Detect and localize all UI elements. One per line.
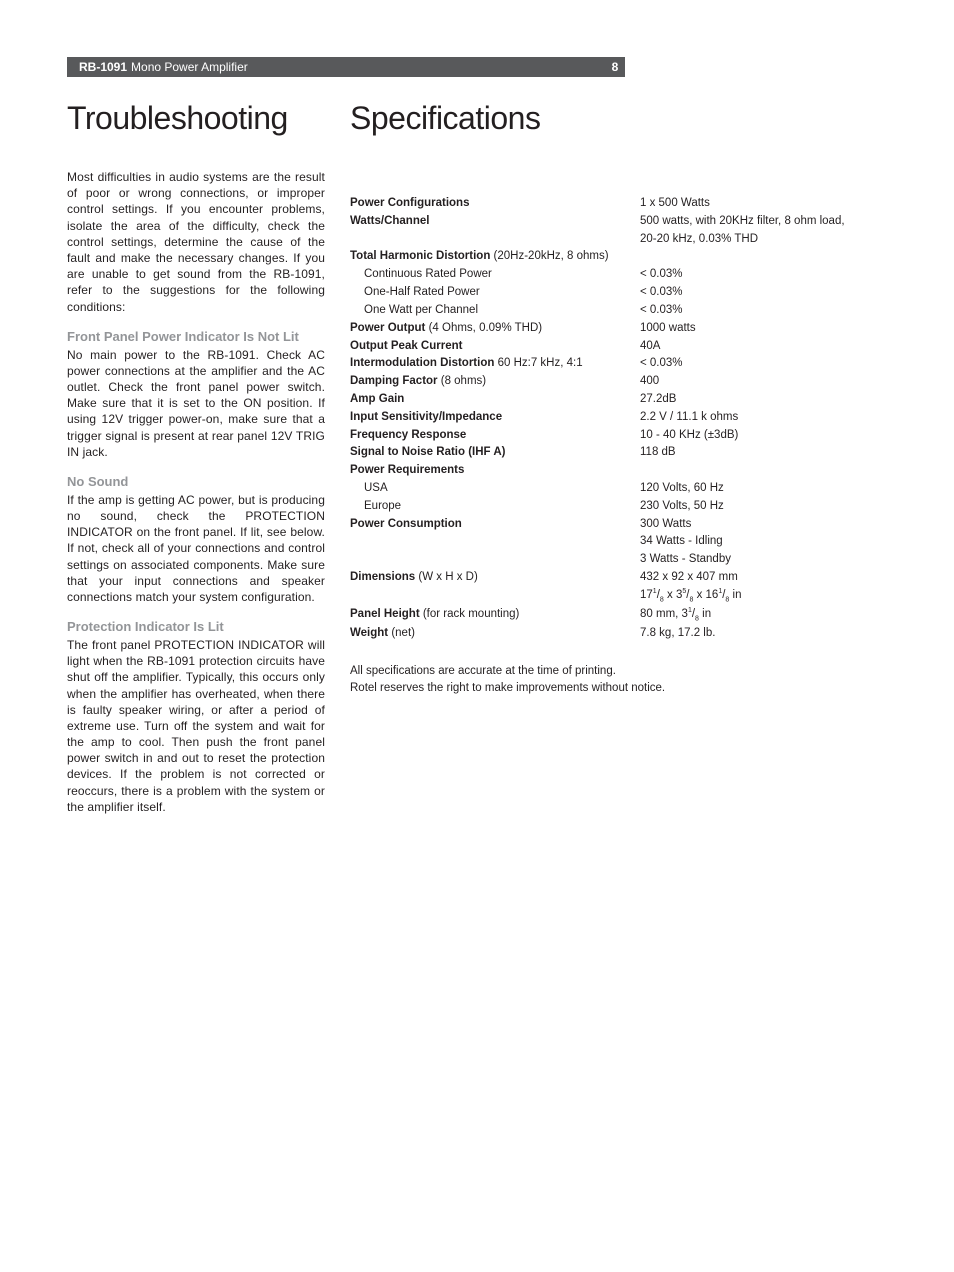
- header-model: RB-1091: [79, 60, 127, 74]
- troubleshooting-intro: Most difficulties in audio systems are t…: [67, 169, 325, 315]
- spec-label: [350, 533, 640, 551]
- column-right: Specifications Power Configurations1 x 5…: [350, 100, 885, 697]
- spec-row: Damping Factor (8 ohms)400: [350, 373, 885, 391]
- spec-row: 3 Watts - Standby: [350, 551, 885, 569]
- spec-note-line: Rotel reserves the right to make improve…: [350, 680, 885, 697]
- spec-value: < 0.03%: [640, 355, 885, 373]
- spec-row: Panel Height (for rack mounting)80 mm, 3…: [350, 606, 885, 625]
- spec-label: Signal to Noise Ratio (IHF A): [350, 444, 640, 462]
- spec-row: Power Configurations1 x 500 Watts: [350, 195, 885, 213]
- spec-row: One-Half Rated Power< 0.03%: [350, 284, 885, 302]
- spec-value: 3 Watts - Standby: [640, 551, 885, 569]
- spec-row: Power Output (4 Ohms, 0.09% THD)1000 wat…: [350, 320, 885, 338]
- ts-body: The front panel PROTECTION INDICATOR wil…: [67, 637, 325, 815]
- spec-label: Power Requirements: [350, 462, 640, 480]
- spec-value: 118 dB: [640, 444, 885, 462]
- spec-row: Frequency Response10 - 40 KHz (±3dB): [350, 427, 885, 445]
- spec-value: 34 Watts - Idling: [640, 533, 885, 551]
- spec-notes: All specifications are accurate at the t…: [350, 663, 885, 698]
- header-bar: RB-1091 Mono Power Amplifier: [67, 57, 620, 77]
- spec-row: Dimensions (W x H x D)432 x 92 x 407 mm: [350, 569, 885, 587]
- spec-label: USA: [350, 480, 640, 498]
- spec-value: 171/8 x 35/8 x 161/8 in: [640, 587, 885, 606]
- page-number: 8: [605, 57, 625, 77]
- spec-row: Intermodulation Distortion 60 Hz:7 kHz, …: [350, 355, 885, 373]
- spec-value: [640, 462, 885, 480]
- spec-value: < 0.03%: [640, 266, 885, 284]
- spec-row: 20-20 kHz, 0.03% THD: [350, 231, 885, 249]
- header-desc: Mono Power Amplifier: [131, 60, 248, 74]
- spec-value: 1000 watts: [640, 320, 885, 338]
- ts-heading: Protection Indicator Is Lit: [67, 619, 325, 636]
- spec-value: 20-20 kHz, 0.03% THD: [640, 231, 885, 249]
- spec-row: Output Peak Current40A: [350, 338, 885, 356]
- spec-row: Power Requirements: [350, 462, 885, 480]
- spec-value: 230 Volts, 50 Hz: [640, 498, 885, 516]
- spec-row: Weight (net)7.8 kg, 17.2 lb.: [350, 625, 885, 643]
- spec-value: < 0.03%: [640, 302, 885, 320]
- spec-row: 171/8 x 35/8 x 161/8 in: [350, 587, 885, 606]
- spec-label: Power Output (4 Ohms, 0.09% THD): [350, 320, 640, 338]
- ts-heading: No Sound: [67, 474, 325, 491]
- spec-value: 120 Volts, 60 Hz: [640, 480, 885, 498]
- spec-row: USA120 Volts, 60 Hz: [350, 480, 885, 498]
- spec-label: Watts/Channel: [350, 213, 640, 231]
- spec-value: 1 x 500 Watts: [640, 195, 885, 213]
- spec-value: 500 watts, with 20KHz filter, 8 ohm load…: [640, 213, 885, 231]
- column-left: Troubleshooting Most difficulties in aud…: [67, 100, 325, 829]
- spec-value: 7.8 kg, 17.2 lb.: [640, 625, 885, 643]
- spec-note-line: All specifications are accurate at the t…: [350, 663, 885, 680]
- spec-label: One Watt per Channel: [350, 302, 640, 320]
- ts-heading: Front Panel Power Indicator Is Not Lit: [67, 329, 325, 346]
- spec-row: Power Consumption300 Watts: [350, 516, 885, 534]
- spec-value: 40A: [640, 338, 885, 356]
- spec-label: Dimensions (W x H x D): [350, 569, 640, 587]
- section-title-troubleshooting: Troubleshooting: [67, 100, 325, 137]
- spec-row: Continuous Rated Power< 0.03%: [350, 266, 885, 284]
- spec-label: Output Peak Current: [350, 338, 640, 356]
- spec-label: Power Consumption: [350, 516, 640, 534]
- spec-label: Europe: [350, 498, 640, 516]
- spec-label: [350, 551, 640, 569]
- section-title-specifications: Specifications: [350, 100, 885, 137]
- spec-row: Europe230 Volts, 50 Hz: [350, 498, 885, 516]
- spec-label: Intermodulation Distortion 60 Hz:7 kHz, …: [350, 355, 640, 373]
- spec-value: [640, 248, 885, 266]
- spec-row: Input Sensitivity/Impedance2.2 V / 11.1 …: [350, 409, 885, 427]
- ts-body: If the amp is getting AC power, but is p…: [67, 492, 325, 605]
- spec-label: [350, 587, 640, 606]
- spec-row: Total Harmonic Distortion (20Hz-20kHz, 8…: [350, 248, 885, 266]
- spec-label: One-Half Rated Power: [350, 284, 640, 302]
- spec-value: < 0.03%: [640, 284, 885, 302]
- spec-row: 34 Watts - Idling: [350, 533, 885, 551]
- spec-label: Total Harmonic Distortion (20Hz-20kHz, 8…: [350, 248, 640, 266]
- spec-label: [350, 231, 640, 249]
- ts-body: No main power to the RB-1091. Check AC p…: [67, 347, 325, 460]
- spec-label: Input Sensitivity/Impedance: [350, 409, 640, 427]
- spec-label: Weight (net): [350, 625, 640, 643]
- spec-row: Amp Gain27.2dB: [350, 391, 885, 409]
- spec-row: Watts/Channel500 watts, with 20KHz filte…: [350, 213, 885, 231]
- spec-value: 300 Watts: [640, 516, 885, 534]
- spec-value: 80 mm, 31/8 in: [640, 606, 885, 625]
- spec-label: Power Configurations: [350, 195, 640, 213]
- spec-label: Panel Height (for rack mounting): [350, 606, 640, 625]
- spec-label: Continuous Rated Power: [350, 266, 640, 284]
- spec-value: 2.2 V / 11.1 k ohms: [640, 409, 885, 427]
- spec-label: Frequency Response: [350, 427, 640, 445]
- spec-value: 10 - 40 KHz (±3dB): [640, 427, 885, 445]
- spec-table: Power Configurations1 x 500 WattsWatts/C…: [350, 195, 885, 643]
- spec-row: Signal to Noise Ratio (IHF A)118 dB: [350, 444, 885, 462]
- spec-value: 432 x 92 x 407 mm: [640, 569, 885, 587]
- spec-row: One Watt per Channel< 0.03%: [350, 302, 885, 320]
- spec-value: 27.2dB: [640, 391, 885, 409]
- spec-value: 400: [640, 373, 885, 391]
- spec-label: Damping Factor (8 ohms): [350, 373, 640, 391]
- spec-label: Amp Gain: [350, 391, 640, 409]
